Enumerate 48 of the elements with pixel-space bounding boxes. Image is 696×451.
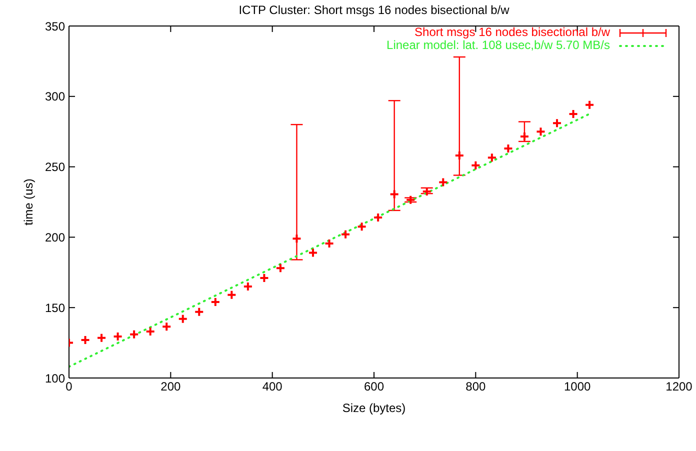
point: [536, 126, 546, 137]
point: [145, 326, 156, 337]
y-tick-label: 100: [44, 371, 66, 386]
x-tick-label: 400: [262, 380, 283, 394]
point: [454, 150, 464, 161]
point: [96, 332, 107, 343]
legend-label: Linear model: lat. 108 usec,b/w 5.70 MB/s: [386, 38, 610, 52]
point: [292, 234, 302, 244]
point: [552, 118, 562, 128]
point: [470, 160, 481, 170]
point: [568, 109, 578, 119]
point: [226, 290, 237, 300]
point: [356, 222, 367, 232]
point: [112, 331, 123, 342]
point: [259, 273, 270, 284]
y-tick-label: 250: [44, 160, 66, 174]
point: [340, 229, 351, 240]
point: [162, 322, 172, 332]
x-tick-label: 600: [364, 380, 384, 394]
point: [194, 306, 204, 317]
y-tick-label: 150: [44, 300, 66, 315]
y-tick-label: 200: [44, 230, 66, 244]
point: [308, 248, 318, 258]
point: [129, 329, 140, 340]
x-tick-label: 1200: [666, 380, 693, 394]
chart-title: ICTP Cluster: Short msgs 16 nodes bisectional b/w: [238, 3, 510, 17]
x-axis-title: Size (bytes): [342, 401, 406, 415]
point: [80, 334, 90, 345]
y-tick-label: 350: [44, 19, 66, 34]
point: [503, 143, 514, 154]
point: [584, 100, 595, 110]
point: [178, 314, 188, 324]
legend-label: Short msgs 16 nodes bisectional b/w: [414, 25, 610, 39]
y-tick-label: 300: [44, 90, 66, 104]
point: [438, 177, 448, 188]
x-tick-label: 800: [466, 380, 486, 394]
point: [406, 194, 416, 205]
point: [324, 238, 334, 249]
y-axis-title: time (us): [21, 178, 36, 226]
point: [486, 152, 497, 163]
point: [242, 281, 253, 292]
x-tick-label: 1000: [564, 380, 592, 394]
point: [210, 296, 220, 307]
point: [275, 263, 286, 274]
x-tick-label: 200: [160, 380, 181, 394]
point: [373, 212, 384, 222]
point: [389, 189, 400, 200]
x-tick-label: 0: [66, 380, 73, 394]
